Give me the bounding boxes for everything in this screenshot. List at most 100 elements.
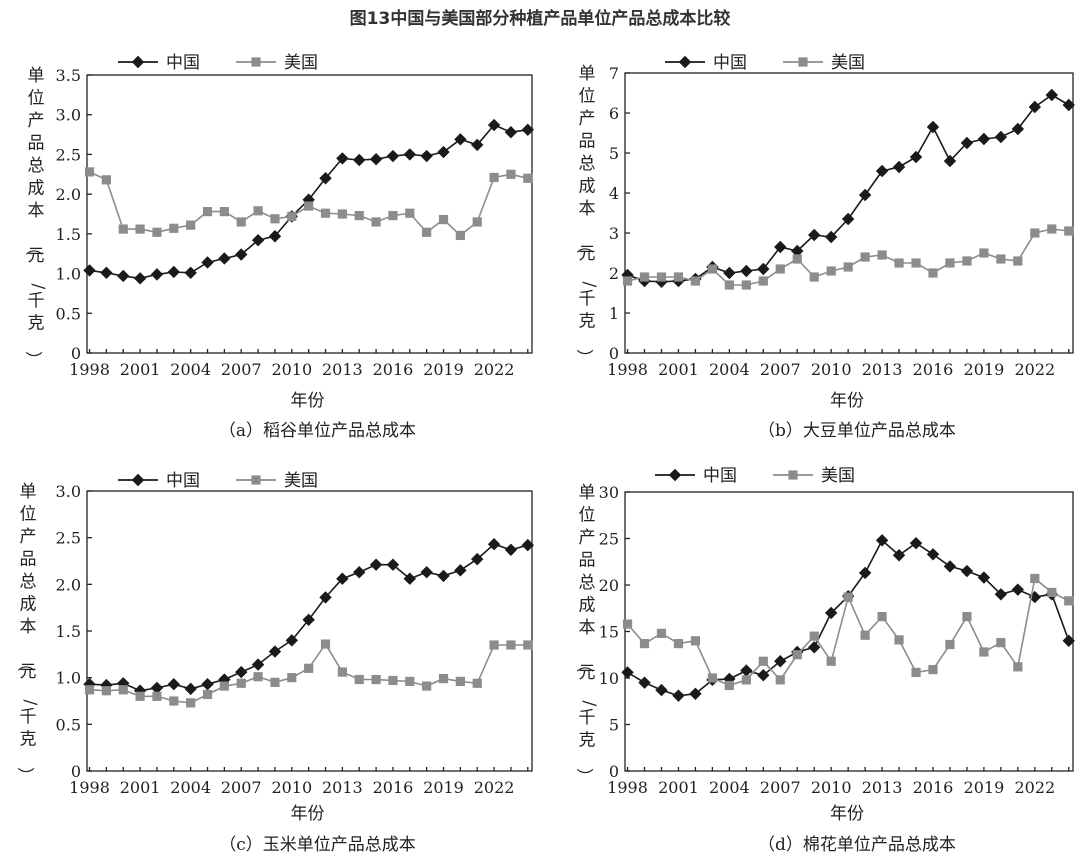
series-china	[83, 118, 534, 285]
data-point	[472, 217, 482, 227]
y-tick-label: 3.0	[56, 106, 81, 125]
data-point	[83, 678, 96, 691]
y-tick-label: 25	[599, 530, 619, 549]
data-point	[236, 217, 246, 227]
data-point	[253, 672, 263, 682]
data-point	[487, 118, 501, 132]
data-point	[84, 685, 95, 695]
data-point	[251, 658, 265, 671]
data-point	[287, 673, 297, 683]
data-point	[489, 172, 499, 183]
data-point	[808, 641, 821, 654]
data-point	[945, 258, 955, 268]
data-point	[101, 686, 111, 696]
y-axis-label: 单位产品总成本（元/千克）	[574, 64, 600, 366]
data-point	[302, 613, 315, 626]
legend-marker	[131, 55, 145, 69]
data-point	[858, 188, 872, 202]
x-tick-label: 2013	[322, 360, 363, 379]
data-point	[354, 210, 364, 221]
data-point	[169, 223, 179, 233]
legend-marker	[131, 473, 145, 487]
data-point	[506, 169, 516, 179]
legend-label: 美国	[284, 471, 318, 491]
data-point	[438, 214, 449, 225]
data-point	[169, 696, 179, 706]
data-point	[1047, 587, 1057, 598]
y-tick-label: 3.5	[56, 66, 81, 85]
x-tick-label: 2022	[474, 360, 515, 379]
x-tick-label: 2007	[221, 778, 262, 797]
data-point	[979, 248, 989, 258]
data-point	[455, 230, 465, 241]
data-point	[403, 572, 416, 585]
y-tick-label: 0	[609, 762, 619, 781]
data-point	[523, 173, 533, 183]
legend-marker	[251, 475, 261, 485]
data-point	[369, 558, 383, 571]
data-point	[353, 566, 366, 579]
data-point	[758, 656, 768, 666]
data-point	[894, 635, 904, 645]
data-point	[320, 639, 331, 649]
data-point	[150, 681, 164, 695]
x-tick-label: 2007	[760, 778, 801, 797]
data-point	[655, 683, 668, 697]
data-point	[1011, 583, 1025, 596]
data-point	[285, 634, 299, 647]
data-point	[774, 240, 787, 254]
data-point	[909, 536, 923, 550]
y-tick-label: 7	[609, 64, 619, 83]
y-tick-label: 15	[599, 623, 619, 642]
series-line	[627, 94, 1070, 283]
data-point	[420, 149, 433, 163]
data-point	[437, 569, 450, 583]
data-point	[809, 631, 819, 641]
data-point	[506, 640, 516, 650]
data-point	[405, 208, 415, 218]
data-point	[521, 538, 534, 552]
data-point	[945, 639, 955, 650]
data-point	[504, 125, 518, 139]
data-point	[639, 638, 650, 649]
data-point	[826, 656, 836, 666]
data-point	[83, 264, 96, 277]
data-point	[824, 230, 838, 244]
data-point	[758, 276, 768, 286]
x-tick-label: 2010	[811, 778, 852, 797]
data-point	[133, 684, 147, 697]
data-point	[319, 591, 332, 604]
data-point	[253, 206, 263, 216]
data-point	[875, 164, 889, 178]
x-tick-label: 2022	[1014, 778, 1055, 797]
y-tick-label: 3	[609, 224, 619, 243]
y-tick-label: 2.0	[56, 575, 81, 594]
series-china	[621, 534, 1075, 702]
data-point	[84, 167, 95, 177]
data-point	[437, 145, 450, 159]
data-point	[1028, 590, 1042, 604]
series-usa	[622, 573, 1074, 691]
data-point	[690, 636, 701, 646]
data-point	[792, 254, 802, 264]
data-point	[403, 148, 416, 161]
series-china	[83, 538, 534, 697]
x-tick-label: 2001	[120, 360, 161, 379]
data-point	[824, 606, 838, 620]
data-point	[843, 592, 853, 602]
data-point	[1013, 256, 1023, 266]
x-tick-label: 2004	[709, 360, 750, 379]
data-point	[287, 211, 297, 221]
legend-label: 中国	[166, 53, 200, 73]
data-point	[471, 552, 484, 566]
data-point	[388, 675, 398, 686]
data-point	[353, 153, 366, 167]
data-point	[911, 258, 921, 268]
data-point	[336, 572, 349, 585]
data-point	[371, 674, 381, 685]
data-point	[943, 560, 957, 573]
x-tick-label: 2019	[423, 778, 464, 797]
x-tick-label: 2019	[964, 360, 1005, 379]
x-tick-label: 2013	[862, 360, 903, 379]
data-point	[1047, 224, 1057, 234]
